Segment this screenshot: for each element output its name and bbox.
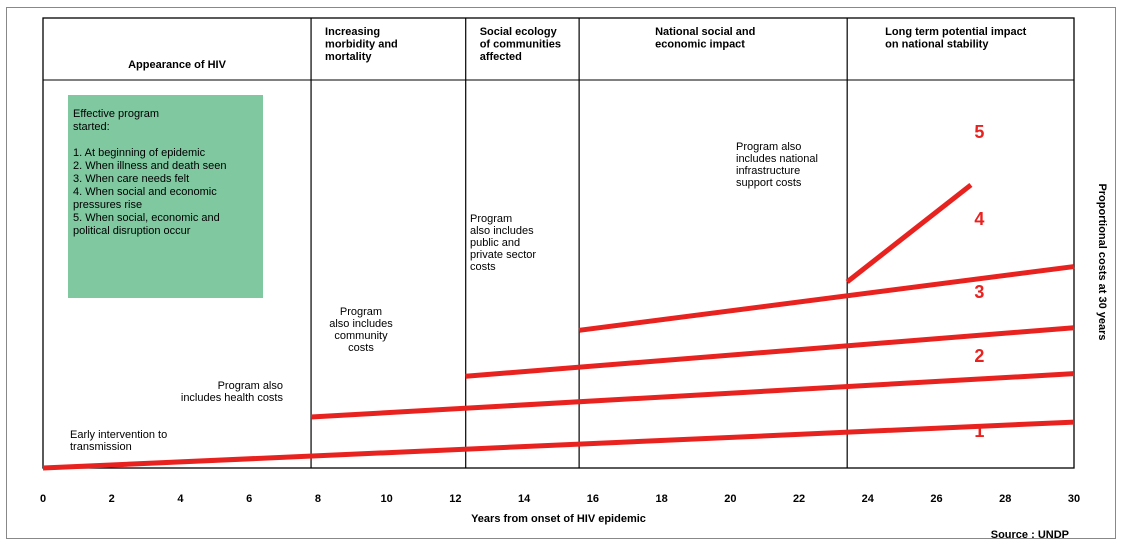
- x-tick-label: 2: [109, 493, 115, 505]
- series-line-1: [42, 419, 1075, 471]
- annotation: Program also includes community costs: [329, 306, 393, 354]
- series-line-2: [310, 371, 1075, 420]
- x-tick-label: 20: [724, 493, 736, 505]
- x-tick-label: 0: [40, 493, 46, 505]
- y-axis-label: Proportional costs at 30 years: [1096, 183, 1108, 340]
- legend-item-4: 4. When social and economic pressures ri…: [73, 186, 217, 211]
- x-tick-label: 16: [587, 493, 599, 505]
- phase-header: Long term potential impact on national st…: [885, 26, 1027, 51]
- phase-header: Increasing morbidity and mortality: [325, 26, 398, 63]
- legend-title: Effective program started:: [73, 108, 160, 133]
- source-label: Source : UNDP: [991, 529, 1069, 541]
- series-marker: 2: [974, 346, 984, 366]
- x-tick-label: 22: [793, 493, 805, 505]
- x-tick-label: 12: [449, 493, 461, 505]
- annotation: Program also includes public and private se…: [470, 213, 536, 273]
- legend-item-2: 2. When illness and death seen: [73, 160, 227, 172]
- phase-header: Appearance of HIV: [128, 59, 226, 71]
- series-marker: 1: [974, 421, 984, 441]
- x-tick-label: 6: [246, 493, 252, 505]
- legend-item-5: 5. When social, economic and political d…: [73, 212, 220, 237]
- series-marker: 3: [974, 282, 984, 302]
- legend-item-3: 3. When care needs felt: [73, 173, 190, 185]
- x-tick-label: 18: [655, 493, 667, 505]
- series-line-3: [465, 325, 1075, 379]
- x-tick-label: 4: [177, 493, 184, 505]
- phase-header: National social and economic impact: [655, 26, 755, 51]
- x-tick-label: 24: [862, 493, 875, 505]
- plot-border: [42, 17, 1075, 469]
- x-tick-label: 28: [999, 493, 1011, 505]
- legend-item-1: 1. At beginning of epidemic: [73, 147, 206, 159]
- x-tick-label: 8: [315, 493, 321, 505]
- figure-frame: [6, 7, 1116, 539]
- annotation: Program also includes national infrastruct…: [736, 141, 818, 189]
- series-marker: 5: [974, 122, 984, 142]
- x-tick-label: 10: [381, 493, 393, 505]
- x-tick-label: 14: [518, 493, 531, 505]
- series-marker: 4: [974, 209, 984, 229]
- phase-header: Social ecology of communities affected: [480, 26, 561, 63]
- series-line-5: [845, 182, 973, 284]
- x-tick-label: 30: [1068, 493, 1080, 505]
- annotation: Program also includes health costs: [181, 380, 284, 404]
- series-line-4: [578, 264, 1075, 333]
- annotation: Early intervention to transmission: [70, 429, 167, 453]
- x-axis-label: Years from onset of HIV epidemic: [471, 513, 646, 525]
- x-tick-label: 26: [930, 493, 942, 505]
- legend-box: Effective program started: 1. At beginni…: [68, 95, 263, 298]
